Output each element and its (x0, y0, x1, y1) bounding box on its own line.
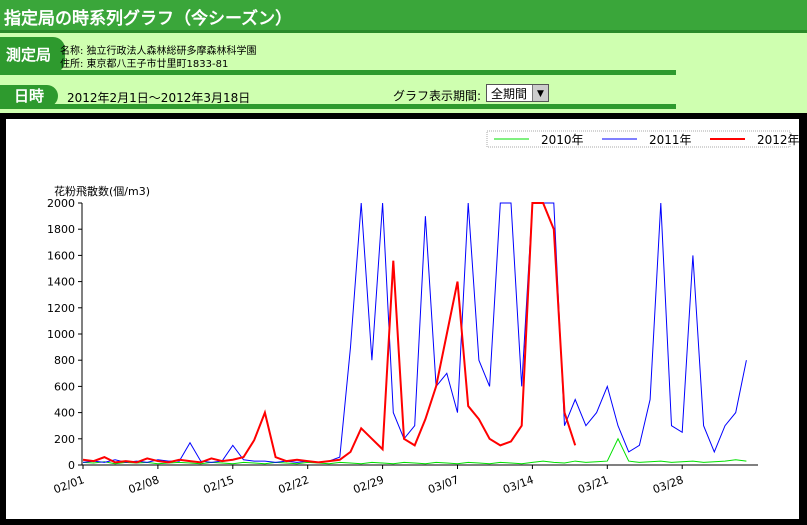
x-tick-label: 03/28 (651, 473, 685, 496)
y-tick-label: 1200 (47, 302, 75, 315)
x-tick-label: 02/22 (277, 473, 311, 496)
y-tick-label: 1000 (47, 328, 75, 341)
x-tick-label: 03/07 (426, 473, 460, 496)
x-tick-label: 02/15 (202, 473, 236, 496)
x-tick-label: 03/21 (576, 473, 610, 496)
y-axis-label: 花粉飛散数(個/m3) (54, 184, 150, 198)
x-tick-label: 02/08 (127, 473, 161, 496)
period-label: グラフ表示期間: (393, 89, 482, 103)
series-line-2012年 (82, 202, 577, 464)
title-bar: 指定局の時系列グラフ（今シーズン） (0, 0, 807, 33)
y-tick-label: 0 (68, 459, 75, 472)
datetime-label: 日時 (0, 85, 59, 107)
legend-label: 2011年 (649, 133, 692, 147)
y-tick-label: 1400 (47, 276, 75, 289)
x-tick-label: 02/01 (52, 473, 86, 496)
y-tick-label: 800 (54, 354, 75, 367)
y-tick-label: 2000 (47, 197, 75, 210)
legend-label: 2012年 (757, 133, 799, 147)
chart-frame: 花粉飛散数(個/m3) 0 200 400 600 800 1000 1200 1400 1600… (0, 113, 807, 525)
y-tick-label: 400 (54, 407, 75, 420)
x-tick-label: 03/14 (501, 473, 535, 496)
series-line-2011年 (82, 202, 747, 463)
pollen-chart: 花粉飛散数(個/m3) 0 200 400 600 800 1000 1200 1400 1600… (6, 119, 799, 519)
legend (486, 130, 791, 148)
date-range: 2012年2月1日～2012年3月18日 (67, 91, 251, 105)
y-tick-label: 1600 (47, 249, 75, 262)
x-tick-label: 02/29 (351, 473, 385, 496)
divider (0, 104, 676, 109)
dropdown-arrow-icon[interactable]: ▼ (532, 85, 548, 101)
divider (0, 70, 676, 75)
period-value: 全期間 (491, 87, 528, 101)
y-tick-label: 600 (54, 380, 75, 393)
period-select[interactable]: 全期間 ▼ (486, 84, 549, 102)
y-tick-label: 200 (54, 433, 75, 446)
y-tick-label: 1800 (47, 223, 75, 236)
legend-label: 2010年 (541, 133, 584, 147)
station-name: 名称: 独立行政法人森林総研多摩森林科学園 (60, 46, 257, 57)
series-line-2010年 (82, 437, 747, 465)
station-label: 測定局 (0, 37, 66, 73)
page-title: 指定局の時系列グラフ（今シーズン） (4, 9, 293, 29)
station-address: 住所: 東京都八王子市廿里町1833-81 (60, 59, 229, 70)
